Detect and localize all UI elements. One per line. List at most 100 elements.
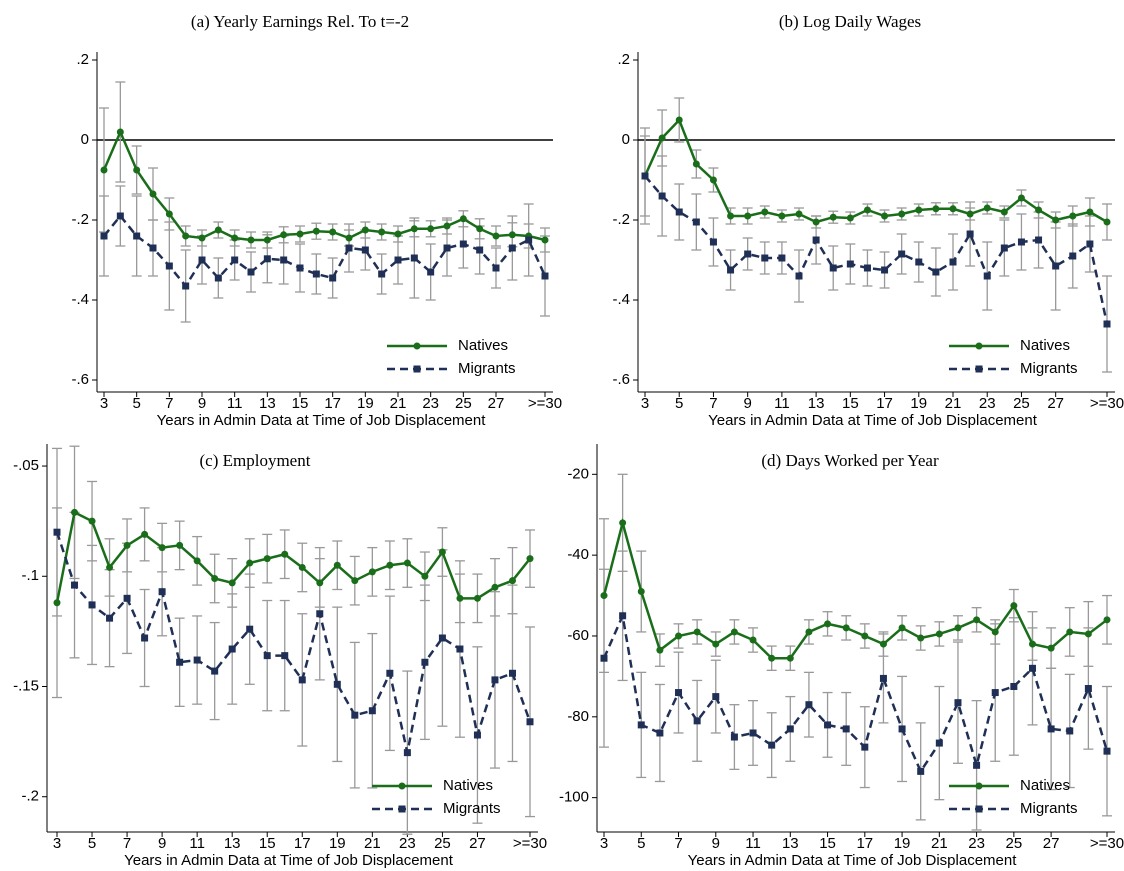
series-line bbox=[644, 175, 1109, 325]
marker bbox=[812, 236, 820, 244]
x-tick-label: 15 bbox=[292, 395, 309, 412]
legend-marker bbox=[398, 782, 406, 790]
marker bbox=[394, 230, 402, 238]
marker bbox=[1047, 644, 1055, 652]
series-line bbox=[602, 517, 1108, 660]
marker bbox=[881, 212, 889, 220]
marker bbox=[410, 225, 418, 233]
y-tick-label: -100 bbox=[559, 789, 589, 806]
marker bbox=[281, 550, 289, 558]
legend-label: Natives bbox=[1020, 337, 1070, 354]
y-tick-label: -.15 bbox=[13, 677, 39, 694]
marker bbox=[182, 282, 190, 290]
marker bbox=[991, 689, 999, 697]
x-tick-label: 15 bbox=[819, 835, 836, 852]
legend-label: Migrants bbox=[458, 360, 516, 377]
marker bbox=[403, 749, 411, 757]
marker bbox=[316, 579, 324, 587]
y-tick-label: -.2 bbox=[612, 211, 630, 228]
marker bbox=[744, 212, 752, 220]
marker bbox=[863, 264, 871, 272]
marker bbox=[709, 238, 717, 246]
marker bbox=[1000, 208, 1008, 216]
marker bbox=[637, 721, 645, 729]
marker bbox=[263, 255, 271, 263]
marker bbox=[476, 225, 484, 233]
marker bbox=[246, 625, 254, 633]
marker bbox=[198, 256, 206, 264]
x-tick-label: 5 bbox=[637, 835, 645, 852]
marker bbox=[842, 725, 850, 733]
x-tick-label: 27 bbox=[469, 835, 486, 852]
x-tick-label: 3 bbox=[53, 835, 61, 852]
marker bbox=[541, 236, 549, 244]
marker bbox=[361, 226, 369, 234]
x-tick-label: 11 bbox=[227, 395, 243, 412]
marker bbox=[492, 264, 500, 272]
marker bbox=[525, 236, 533, 244]
marker bbox=[744, 250, 752, 258]
x-tick-label: 25 bbox=[434, 835, 451, 852]
marker bbox=[296, 264, 304, 272]
x-tick-label: 3 bbox=[600, 835, 608, 852]
marker bbox=[712, 693, 720, 701]
marker bbox=[1086, 240, 1094, 248]
marker bbox=[619, 519, 627, 527]
marker bbox=[421, 658, 429, 666]
x-axis-title: Years in Admin Data at Time of Job Displ… bbox=[157, 412, 487, 429]
series-line bbox=[55, 510, 531, 603]
marker bbox=[675, 632, 683, 640]
marker bbox=[214, 274, 222, 282]
x-tick-label: 7 bbox=[123, 835, 131, 852]
x-tick-label: 11 bbox=[745, 835, 761, 852]
x-tick-label: 9 bbox=[743, 395, 751, 412]
marker bbox=[231, 234, 239, 242]
marker bbox=[368, 707, 376, 715]
x-axis-title: Years in Admin Data at Time of Job Displ… bbox=[708, 412, 1038, 429]
marker bbox=[231, 256, 239, 264]
marker bbox=[954, 624, 962, 632]
marker bbox=[438, 634, 446, 642]
marker bbox=[768, 741, 776, 749]
marker bbox=[749, 729, 757, 737]
marker bbox=[100, 232, 108, 240]
marker bbox=[312, 227, 320, 235]
marker bbox=[247, 268, 255, 276]
marker bbox=[123, 541, 131, 549]
marker bbox=[658, 192, 666, 200]
marker bbox=[983, 204, 991, 212]
legend-label: Natives bbox=[1020, 777, 1070, 794]
marker bbox=[123, 594, 131, 602]
marker bbox=[778, 212, 786, 220]
y-tick-label: .2 bbox=[76, 51, 89, 68]
marker bbox=[656, 646, 664, 654]
legend-marker bbox=[975, 782, 983, 790]
marker bbox=[106, 614, 114, 622]
marker bbox=[214, 226, 222, 234]
marker bbox=[600, 654, 608, 662]
marker bbox=[675, 208, 683, 216]
marker bbox=[842, 624, 850, 632]
x-tick-label: 19 bbox=[910, 395, 927, 412]
marker bbox=[1052, 216, 1060, 224]
marker bbox=[966, 230, 974, 238]
marker bbox=[863, 206, 871, 214]
marker bbox=[116, 128, 124, 136]
marker bbox=[881, 266, 889, 274]
x-tick-label: 21 bbox=[364, 835, 381, 852]
series-line bbox=[643, 117, 1108, 224]
series-line bbox=[602, 611, 1109, 774]
marker bbox=[898, 624, 906, 632]
marker bbox=[1047, 725, 1055, 733]
marker bbox=[386, 669, 394, 677]
x-tick-label: 7 bbox=[165, 395, 173, 412]
marker bbox=[345, 244, 353, 252]
marker bbox=[1010, 683, 1018, 690]
y-tick-label: -.6 bbox=[612, 371, 630, 388]
marker bbox=[149, 190, 157, 198]
marker bbox=[879, 674, 887, 682]
marker bbox=[345, 234, 353, 242]
legend-marker bbox=[413, 342, 421, 350]
marker bbox=[949, 258, 957, 266]
legend-marker bbox=[413, 365, 421, 373]
